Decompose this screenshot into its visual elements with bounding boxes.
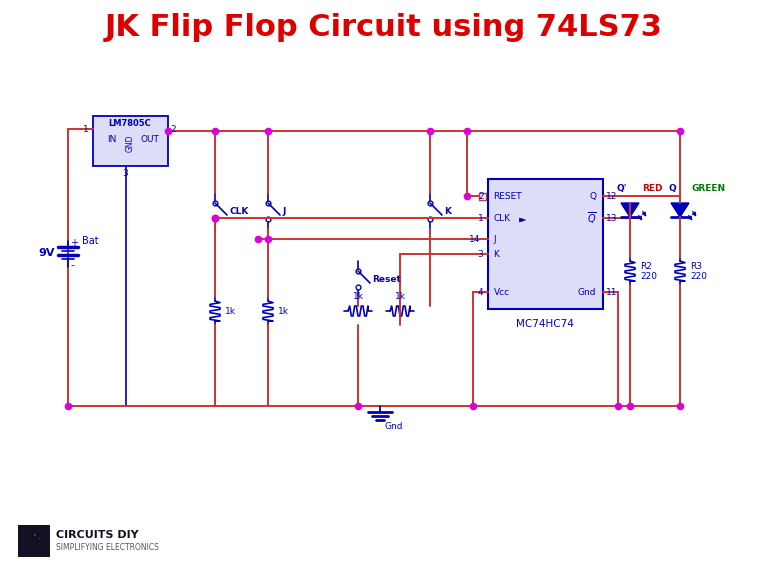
- Text: CLK: CLK: [229, 206, 248, 216]
- Polygon shape: [621, 203, 639, 217]
- Polygon shape: [519, 218, 525, 222]
- Text: 1: 1: [478, 213, 484, 223]
- Text: 2: 2: [170, 124, 176, 134]
- Text: R2: R2: [640, 261, 652, 271]
- Text: 220: 220: [640, 271, 657, 281]
- Text: 12: 12: [605, 192, 617, 200]
- Text: $\overline{Q}$: $\overline{Q}$: [587, 210, 597, 226]
- Text: OUT: OUT: [141, 134, 160, 144]
- Text: 3: 3: [122, 169, 128, 178]
- Text: IN: IN: [108, 134, 117, 144]
- Text: 9V: 9V: [38, 248, 55, 258]
- Text: Q: Q: [668, 184, 676, 193]
- Text: GND: GND: [125, 134, 134, 152]
- Bar: [478, 192, 485, 199]
- Text: Q': Q': [617, 184, 627, 193]
- Text: RESET: RESET: [494, 192, 522, 200]
- Text: 1: 1: [83, 124, 88, 134]
- Text: J: J: [494, 235, 496, 243]
- Text: LM7805C: LM7805C: [108, 119, 151, 127]
- Text: R3: R3: [690, 261, 702, 271]
- Bar: [18, 525, 50, 557]
- Text: 13: 13: [605, 213, 617, 223]
- Text: Reset: Reset: [372, 274, 401, 284]
- Text: K: K: [444, 206, 451, 216]
- Bar: [488, 179, 603, 309]
- Circle shape: [29, 536, 39, 546]
- Polygon shape: [671, 203, 689, 217]
- Text: ✦: ✦: [28, 534, 40, 548]
- Text: 220: 220: [690, 271, 707, 281]
- Text: Gnd: Gnd: [384, 422, 402, 431]
- Text: MC74HC74: MC74HC74: [516, 319, 574, 329]
- Bar: [92, 116, 167, 166]
- Text: JK Flip Flop Circuit using 74LS73: JK Flip Flop Circuit using 74LS73: [105, 13, 663, 42]
- Text: Bat: Bat: [82, 236, 98, 246]
- Text: 1k: 1k: [395, 292, 406, 301]
- Text: Gnd: Gnd: [578, 288, 597, 296]
- Text: K: K: [494, 249, 499, 259]
- Text: 1k: 1k: [353, 292, 363, 301]
- Text: 4: 4: [478, 288, 484, 296]
- Text: 1k: 1k: [278, 307, 289, 315]
- Text: 3: 3: [478, 249, 484, 259]
- Text: J: J: [282, 206, 286, 216]
- Text: -: -: [70, 260, 74, 270]
- Text: +: +: [70, 238, 78, 248]
- Text: 1k: 1k: [225, 307, 236, 315]
- Text: 14: 14: [469, 235, 481, 243]
- Text: CIRCUITS DIY: CIRCUITS DIY: [56, 530, 139, 540]
- Text: RED: RED: [642, 184, 663, 193]
- Text: Vcc: Vcc: [494, 288, 510, 296]
- Text: GREEN: GREEN: [692, 184, 726, 193]
- Text: CLK: CLK: [494, 213, 511, 223]
- Text: 11: 11: [605, 288, 617, 296]
- Text: SIMPLIFYING ELECTRONICS: SIMPLIFYING ELECTRONICS: [56, 543, 159, 551]
- Text: 2: 2: [478, 192, 484, 200]
- Text: Q: Q: [590, 192, 597, 200]
